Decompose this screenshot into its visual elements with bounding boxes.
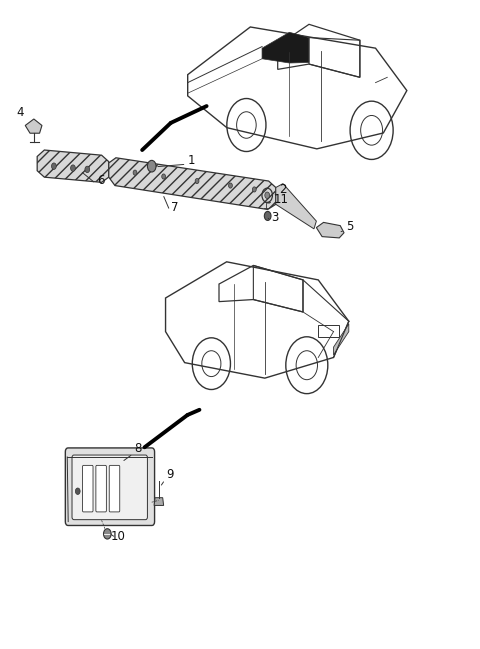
Polygon shape [109,158,276,210]
Circle shape [252,187,256,192]
Polygon shape [25,119,42,133]
Circle shape [195,178,199,184]
Circle shape [51,163,56,169]
Text: 8: 8 [134,443,142,456]
Circle shape [71,165,75,171]
Text: 1: 1 [188,154,195,167]
Text: 7: 7 [171,201,178,214]
Circle shape [265,192,270,199]
FancyBboxPatch shape [109,465,120,512]
Circle shape [75,488,80,495]
Polygon shape [154,498,164,506]
Text: 9: 9 [166,469,174,482]
Text: 2: 2 [279,182,287,195]
Text: 11: 11 [274,193,288,206]
Circle shape [133,170,137,175]
Circle shape [85,166,90,173]
FancyBboxPatch shape [96,465,107,512]
Text: 4: 4 [17,106,24,119]
FancyBboxPatch shape [83,465,93,512]
Text: 5: 5 [346,220,353,233]
Polygon shape [334,324,349,355]
FancyBboxPatch shape [72,455,147,520]
Circle shape [264,212,271,221]
Text: 3: 3 [271,211,278,224]
Text: 10: 10 [110,530,125,543]
Polygon shape [316,223,344,238]
Circle shape [228,183,232,188]
Circle shape [147,160,156,172]
Circle shape [162,174,166,179]
FancyBboxPatch shape [65,448,155,526]
Polygon shape [262,32,309,63]
Text: 6: 6 [97,174,104,187]
Polygon shape [276,184,316,229]
Circle shape [104,529,111,539]
Polygon shape [37,150,109,182]
